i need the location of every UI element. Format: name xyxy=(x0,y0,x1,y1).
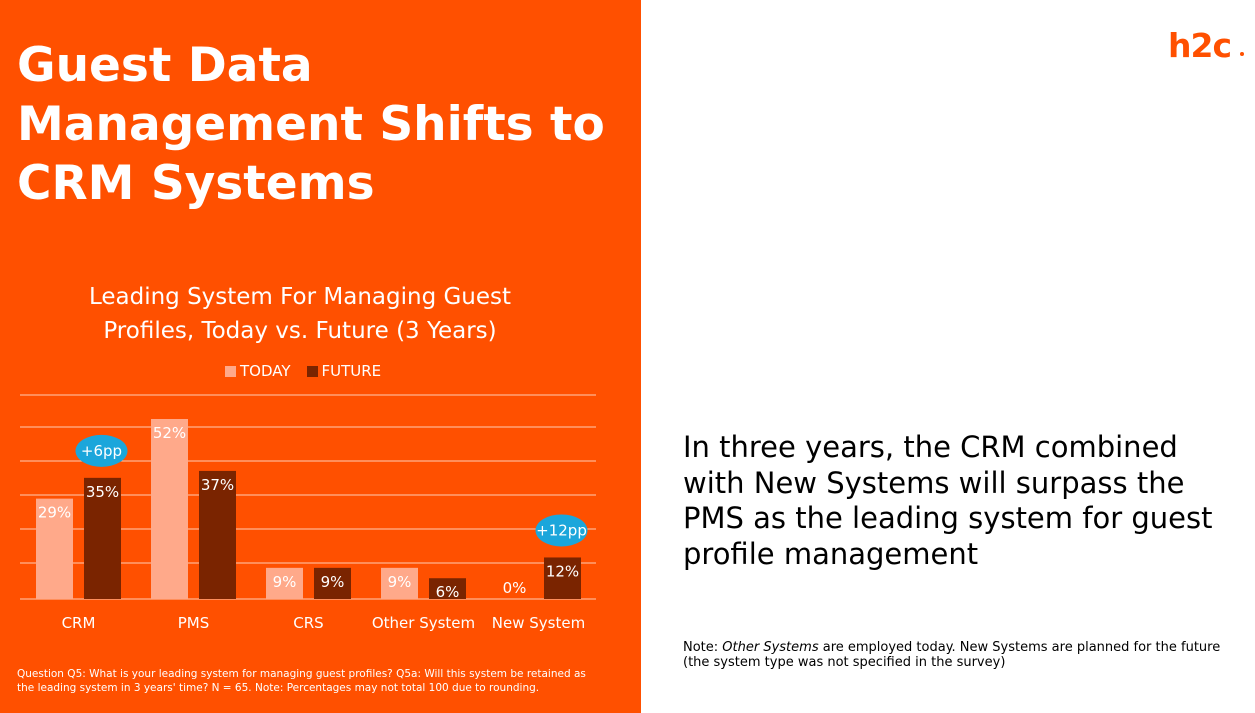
legend-label-future: FUTURE xyxy=(321,362,382,380)
bar-today-crm xyxy=(36,498,73,599)
bar-future-crm xyxy=(84,477,121,599)
change-badge-label: +12pp xyxy=(536,521,587,539)
data-label: 9% xyxy=(273,573,297,591)
data-label: 12% xyxy=(546,562,579,580)
legend-swatch-future xyxy=(306,365,318,377)
legend-item-future: FUTURE xyxy=(306,362,382,380)
category-label: CRS xyxy=(293,614,323,632)
slide-title: Guest Data Management Shifts to CRM Syst… xyxy=(17,38,605,211)
bar-today-pms xyxy=(151,419,188,599)
h2c-logo: h2c xyxy=(1168,26,1232,65)
bar-future-crs xyxy=(314,567,351,599)
chart-title: Leading System For Managing Guest Profil… xyxy=(88,284,512,344)
data-label: 9% xyxy=(321,573,345,591)
category-label: New System xyxy=(492,614,585,632)
data-label: 0% xyxy=(503,579,527,597)
change-badge xyxy=(75,434,128,467)
category-label: Other System xyxy=(372,614,475,632)
legend-item-today: TODAY xyxy=(225,362,291,380)
change-badge xyxy=(535,514,588,547)
legend-swatch-today xyxy=(225,365,236,377)
key-finding-headline: In three years, the CRM combined with Ne… xyxy=(683,430,1213,571)
bar-future-new-system xyxy=(544,557,581,599)
bar-today-other-system xyxy=(381,567,418,599)
data-label: 52% xyxy=(153,424,186,442)
note-prefix: Note: xyxy=(683,640,723,655)
bar-future-pms xyxy=(199,470,236,599)
category-label: CRM xyxy=(62,614,96,632)
data-label: 29% xyxy=(38,504,71,522)
data-label: 35% xyxy=(86,483,119,501)
category-label: PMS xyxy=(178,614,210,632)
note-rest: are employed today. New Systems are plan… xyxy=(683,640,1221,670)
data-label: 9% xyxy=(388,573,412,591)
bar-today-crs xyxy=(266,567,303,599)
note-italic: Other Systems xyxy=(722,640,819,655)
left-panel: Guest Data Management Shifts to CRM Syst… xyxy=(0,0,641,713)
systems-note: Note: Other Systems are employed today. … xyxy=(683,640,1243,670)
data-label: 37% xyxy=(201,476,234,494)
legend-label-today: TODAY xyxy=(240,362,291,380)
chart-legend: TODAY FUTURE xyxy=(225,362,381,380)
logo-dot xyxy=(1240,52,1244,56)
bar-future-other-system xyxy=(429,578,466,599)
change-badge-label: +6pp xyxy=(81,442,122,460)
data-label: 6% xyxy=(436,583,460,601)
bar-chart: 29% 35% CRM 52% 37% PMS 9% 9% CRS 9% 6% Other Syste… xyxy=(20,394,596,632)
survey-footnote: Question Q5: What is your leading system… xyxy=(17,668,586,694)
